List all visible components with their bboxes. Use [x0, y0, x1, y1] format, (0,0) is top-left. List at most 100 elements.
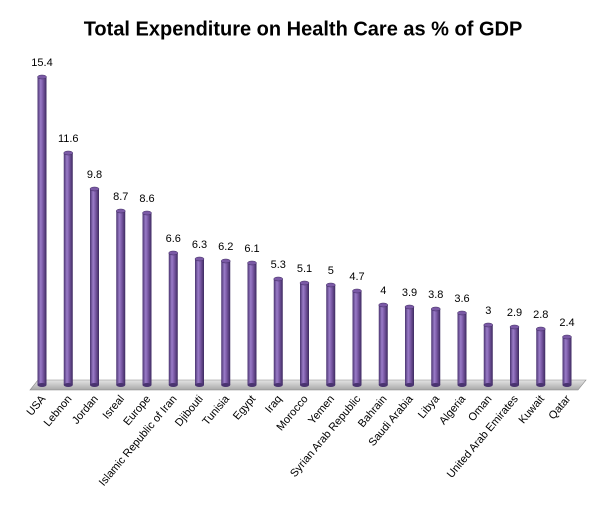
bar-top: [168, 250, 178, 256]
bar: [142, 210, 152, 387]
bar-body: [431, 309, 441, 385]
bar-body: [326, 285, 336, 385]
bar-top: [116, 208, 126, 214]
bar: [457, 310, 467, 387]
bar: [89, 186, 100, 387]
bar-top: [194, 256, 205, 262]
value-label: 5.1: [297, 263, 312, 275]
value-label: 8.7: [113, 191, 128, 203]
bar-body: [37, 77, 47, 385]
x-tick-label: Tunisia: [200, 393, 232, 428]
bar-body: [116, 211, 126, 385]
bar-body: [405, 307, 414, 385]
value-label: 15.4: [31, 57, 52, 69]
bar: [194, 256, 205, 387]
bar-base: [536, 383, 546, 387]
value-label: 3.9: [402, 287, 417, 299]
bar: [509, 324, 520, 387]
bar-base: [300, 383, 309, 387]
bar-base: [352, 383, 362, 387]
bar: [273, 276, 283, 387]
bar-body: [195, 259, 204, 385]
bar-base: [483, 383, 493, 387]
bar-body: [457, 313, 467, 385]
bar: [168, 250, 178, 387]
bar-base: [63, 383, 73, 387]
value-label: 5: [328, 265, 334, 277]
bar: [431, 306, 441, 387]
bar-top: [89, 186, 100, 192]
bar-base: [116, 383, 126, 387]
bar: [299, 280, 310, 387]
value-label: 6.3: [192, 239, 207, 251]
value-label: 6.1: [244, 243, 259, 255]
bar-body: [221, 261, 231, 385]
x-tick-label: Algeria: [437, 393, 469, 428]
bar: [247, 260, 257, 387]
value-label: 11.6: [58, 133, 79, 145]
bar-top: [536, 326, 546, 332]
bar-top: [221, 258, 231, 264]
bar-body: [168, 253, 178, 385]
bar-base: [510, 383, 519, 387]
bar-body: [273, 279, 283, 385]
x-tick-label: Iraq: [263, 393, 284, 415]
bar-body: [562, 337, 572, 385]
bar: [562, 334, 572, 387]
bar-top: [431, 306, 441, 312]
value-label: 3.6: [454, 293, 469, 305]
bar-body: [142, 213, 152, 385]
value-label: 5.3: [271, 259, 286, 271]
bar-base: [142, 383, 152, 387]
bar-base: [326, 383, 336, 387]
bar-base: [90, 383, 99, 387]
chart-title: Total Expenditure on Health Care as % of…: [84, 18, 523, 40]
bar-body: [63, 153, 73, 385]
bar: [352, 288, 362, 387]
value-label: 2.8: [533, 309, 548, 321]
bar-top: [378, 302, 388, 308]
bar-top: [457, 310, 467, 316]
bar-body: [352, 291, 362, 385]
value-label: 4: [380, 285, 386, 297]
bar-top: [273, 276, 283, 282]
bar-top: [63, 150, 73, 156]
x-tick-label: Egypt: [231, 393, 258, 422]
x-tick-label: Jordan: [70, 393, 101, 426]
bar: [63, 150, 73, 387]
bar-top: [247, 260, 257, 266]
bar-top: [352, 288, 362, 294]
x-tick-label: Lebnon: [42, 393, 75, 429]
value-label: 6.2: [218, 241, 233, 253]
bar-body: [510, 327, 519, 385]
bar-base: [378, 383, 388, 387]
x-tick-label: Qatar: [546, 393, 573, 422]
bar-top: [142, 210, 152, 216]
bar-base: [195, 383, 204, 387]
bar: [116, 208, 126, 387]
bar-top: [509, 324, 520, 330]
bar-base: [221, 383, 231, 387]
x-tick-label: USA: [25, 393, 49, 419]
bar-body: [378, 305, 388, 385]
bar-body: [90, 189, 99, 385]
bar-base: [562, 383, 572, 387]
bar-base: [273, 383, 283, 387]
bar: [37, 74, 47, 387]
bar: [404, 304, 415, 387]
bar: [536, 326, 546, 387]
bar-top: [326, 282, 336, 288]
bar-base: [457, 383, 467, 387]
bar: [326, 282, 336, 387]
bar-top: [37, 74, 47, 80]
bar-body: [300, 283, 309, 385]
value-label: 3.8: [428, 289, 443, 301]
bar-top: [299, 280, 310, 286]
value-label: 6.6: [166, 233, 181, 245]
bar-base: [405, 383, 414, 387]
value-label: 3: [485, 305, 491, 317]
value-label: 4.7: [349, 271, 364, 283]
x-tick-label: Djibouti: [173, 393, 206, 429]
bar: [221, 258, 231, 387]
